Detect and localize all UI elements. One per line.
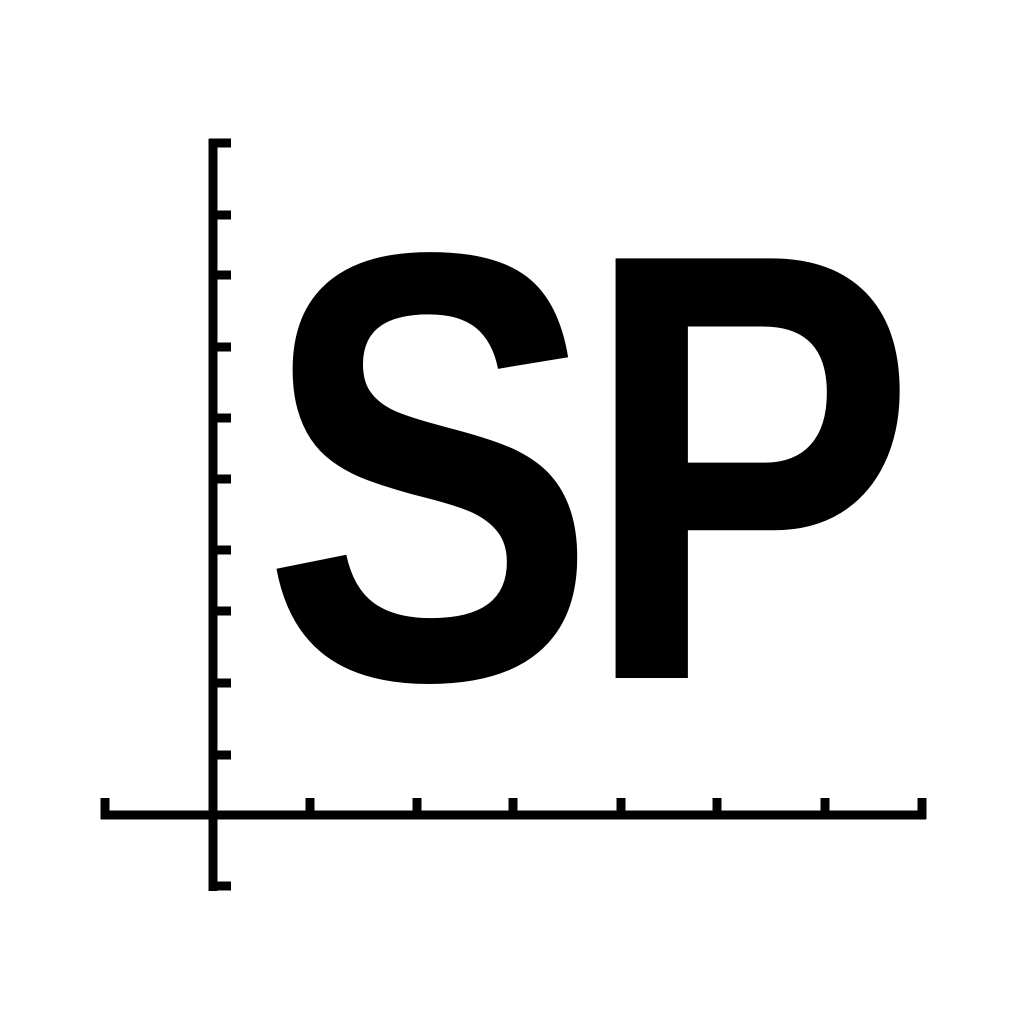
logo-text: SP: [262, 127, 904, 808]
x-axis-ticks: [305, 798, 830, 815]
y-axis-ticks: [213, 210, 231, 760]
